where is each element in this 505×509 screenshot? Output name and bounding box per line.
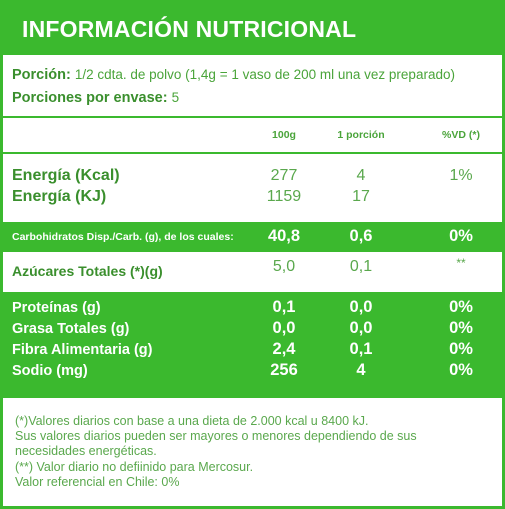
carbohydrates-label: Carbohidratos Disp./Carb. (g), de los cu… — [12, 231, 234, 243]
nutrient-per-portion: 0,1 — [349, 340, 373, 358]
portion-size-line: Porción: 1/2 cdta. de polvo (1,4g = 1 va… — [12, 67, 502, 90]
portion-info: Porción: 1/2 cdta. de polvo (1,4g = 1 va… — [3, 55, 502, 118]
nutrient-vd: 0% — [449, 298, 473, 316]
nutrient-per-portion: 0,0 — [349, 319, 373, 337]
energy-kcal-label: Energía (Kcal) — [12, 167, 120, 184]
carbohydrates-row: Carbohidratos Disp./Carb. (g), de los cu… — [3, 222, 502, 252]
column-header-vd: %VD (*) — [442, 129, 480, 141]
sugars-per100: 5,0 — [272, 258, 296, 275]
sugars-per-portion: 0,1 — [349, 258, 373, 275]
nutrients-block: Proteínas (g) 0,1 0,0 0% Grasa Totales (… — [3, 292, 502, 398]
nutrient-vd: 0% — [449, 340, 473, 358]
nutrient-row: Grasa Totales (g) 0,0 0,0 0% — [3, 319, 502, 340]
sugars-vd: ** — [456, 256, 466, 270]
footnote-line: Valor referencial en Chile: 0% — [15, 474, 180, 489]
nutrient-row: Proteínas (g) 0,1 0,0 0% — [3, 298, 502, 319]
nutrient-per100: 0,1 — [272, 298, 296, 316]
column-header-row: 100g 1 porción %VD (*) — [3, 129, 502, 147]
sugars-label: Azúcares Totales (*)(g) — [12, 263, 163, 279]
energy-kj-label: Energía (KJ) — [12, 188, 107, 205]
energy-kj-per-portion: 17 — [352, 188, 370, 205]
nutrient-vd: 0% — [449, 319, 473, 337]
nutrient-per100: 256 — [270, 361, 298, 379]
energy-kcal-per100: 277 — [270, 167, 298, 184]
nutrition-title: INFORMACIÓN NUTRICIONAL — [3, 3, 502, 55]
carbohydrates-vd: 0% — [449, 227, 473, 245]
footnotes: (*)Valores diarios con base a una dieta … — [15, 414, 500, 490]
carbohydrates-per100: 40,8 — [267, 227, 301, 245]
footnote-line: (*)Valores diarios con base a una dieta … — [15, 414, 369, 428]
portions-per-package-value: 5 — [171, 90, 180, 105]
nutrient-per100: 2,4 — [272, 340, 296, 358]
nutrient-per-portion: 4 — [356, 361, 366, 379]
footnote-line: necesidades energéticas. — [15, 444, 157, 459]
footnote-line: Sus valores diarios pueden ser mayores o… — [15, 429, 417, 444]
header-divider — [3, 152, 502, 154]
nutrient-label: Grasa Totales (g) — [12, 321, 130, 337]
nutrient-label: Fibra Alimentaria (g) — [12, 342, 153, 358]
column-header-portion: 1 porción — [337, 129, 385, 141]
portion-label: Porción: — [12, 67, 71, 83]
footnote-line: (**) Valor diario no defiinido para Merc… — [15, 459, 254, 474]
nutrient-per100: 0,0 — [272, 319, 296, 337]
energy-kcal-per-portion: 4 — [356, 167, 366, 184]
portions-per-package-line: Porciones por envase: 5 — [12, 90, 502, 113]
energy-kj-row: Energía (KJ) 1159 17 — [3, 188, 502, 210]
portions-per-package-label: Porciones por envase: — [12, 90, 168, 106]
sugars-row: Azúcares Totales (*)(g) 5,0 0,1 ** — [3, 252, 502, 292]
energy-kcal-vd: 1% — [449, 167, 473, 184]
nutrient-row: Sodio (mg) 256 4 0% — [3, 361, 502, 382]
nutrient-label: Proteínas (g) — [12, 300, 101, 316]
nutrient-vd: 0% — [449, 361, 473, 379]
nutrient-row: Fibra Alimentaria (g) 2,4 0,1 0% — [3, 340, 502, 361]
portion-value: 1/2 cdta. de polvo (1,4g = 1 vaso de 200… — [74, 67, 455, 82]
nutrient-per-portion: 0,0 — [349, 298, 373, 316]
carbohydrates-per-portion: 0,6 — [349, 227, 373, 245]
column-header-100g: 100g — [272, 129, 296, 141]
energy-kcal-row: Energía (Kcal) 277 4 1% — [3, 167, 502, 189]
nutrient-label: Sodio (mg) — [12, 363, 88, 379]
energy-kj-per100: 1159 — [266, 188, 302, 205]
